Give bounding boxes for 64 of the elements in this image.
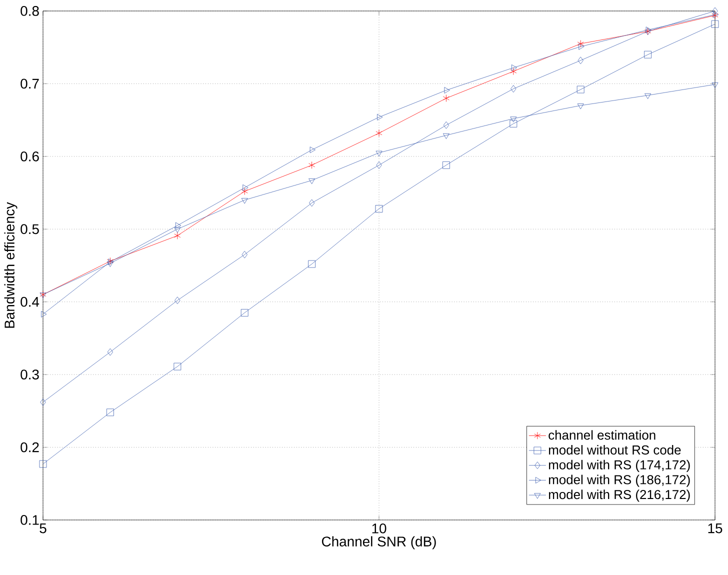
y-tick-label: 0.1 bbox=[20, 515, 39, 525]
y-tick-label: 0.2 bbox=[20, 442, 39, 452]
point bbox=[242, 250, 248, 258]
point bbox=[107, 348, 114, 356]
point bbox=[41, 310, 47, 318]
point bbox=[242, 184, 248, 191]
point bbox=[310, 146, 316, 154]
legend-label: model without RS code bbox=[548, 445, 681, 455]
point bbox=[174, 362, 182, 370]
point bbox=[578, 56, 584, 64]
point bbox=[712, 7, 718, 15]
y-axis-title: Bandwidth efficiency bbox=[4, 202, 18, 328]
point bbox=[241, 188, 248, 196]
point bbox=[308, 260, 316, 268]
point bbox=[644, 93, 652, 100]
point bbox=[376, 129, 382, 137]
y-tick-label: 0.3 bbox=[20, 370, 39, 380]
point bbox=[577, 104, 584, 110]
point bbox=[510, 116, 517, 122]
point bbox=[174, 296, 180, 304]
point bbox=[443, 121, 450, 129]
x-tick-label: 5 bbox=[40, 524, 46, 534]
point bbox=[40, 398, 46, 406]
legend-label: model with RS (174,172) bbox=[548, 460, 690, 472]
y-tick-label: 0.5 bbox=[20, 224, 39, 234]
point bbox=[39, 460, 47, 468]
point bbox=[106, 261, 114, 268]
point bbox=[175, 222, 182, 229]
x-tick-label: 10 bbox=[372, 523, 386, 534]
point bbox=[308, 199, 315, 207]
point bbox=[442, 94, 450, 102]
point bbox=[444, 87, 450, 94]
point bbox=[510, 68, 517, 76]
y-tick-label: 0.8 bbox=[20, 6, 39, 16]
point bbox=[578, 43, 584, 50]
x-axis-title: Channel SNR (dB) bbox=[322, 536, 436, 550]
point bbox=[711, 20, 719, 28]
legend-label: model with RS (216,172) bbox=[548, 490, 690, 502]
point bbox=[240, 309, 248, 316]
point bbox=[241, 198, 248, 204]
y-tick-label: 0.7 bbox=[20, 78, 39, 89]
legend-label: channel estimation bbox=[548, 430, 656, 440]
point bbox=[308, 161, 316, 169]
point bbox=[174, 227, 181, 233]
point bbox=[577, 40, 584, 48]
point bbox=[712, 82, 718, 88]
legend-label: model with RS (186,172) bbox=[548, 474, 690, 487]
point bbox=[510, 85, 516, 92]
point bbox=[510, 120, 518, 128]
point bbox=[375, 205, 383, 212]
point bbox=[511, 64, 518, 71]
x-tick-label: 15 bbox=[708, 524, 722, 534]
point bbox=[377, 114, 383, 120]
point bbox=[442, 161, 450, 169]
point bbox=[174, 232, 181, 240]
y-tick-label: 0.4 bbox=[20, 296, 40, 307]
point bbox=[308, 178, 316, 184]
point bbox=[442, 133, 450, 140]
y-tick-label: 0.6 bbox=[20, 151, 39, 162]
point bbox=[576, 86, 584, 94]
point bbox=[376, 150, 382, 156]
point bbox=[376, 161, 382, 169]
point bbox=[644, 50, 652, 58]
point bbox=[106, 408, 114, 416]
